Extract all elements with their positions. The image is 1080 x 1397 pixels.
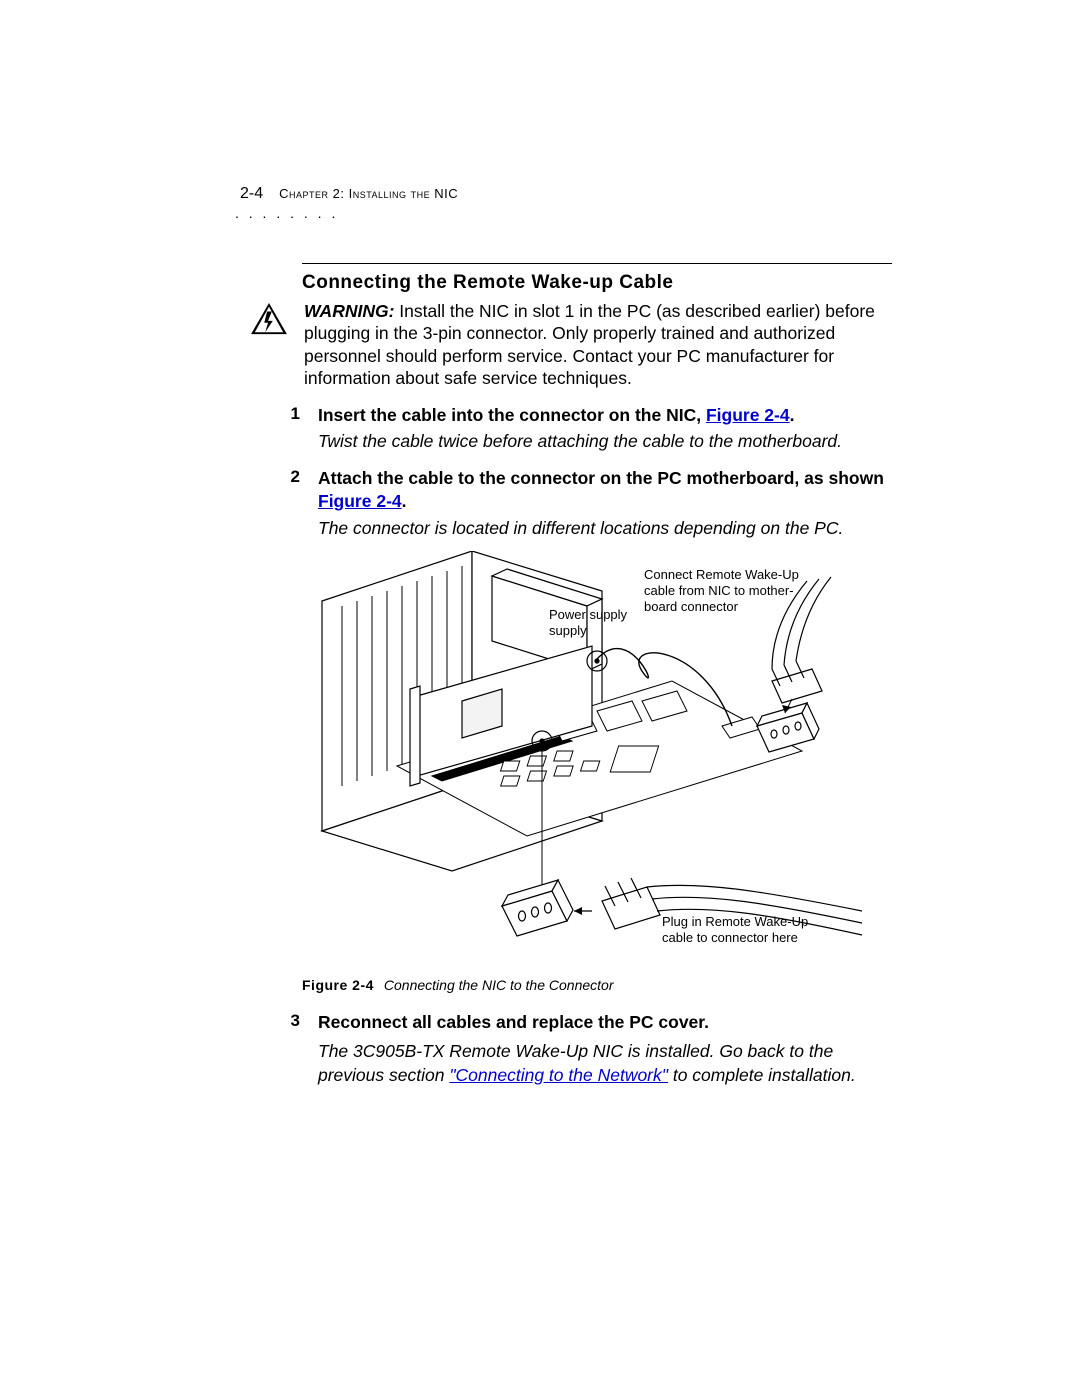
decorative-dots: . . . . . . . . [235, 205, 890, 221]
step-number: 3 [280, 1011, 300, 1034]
step-2: 2 Attach the cable to the connector on t… [280, 467, 890, 539]
svg-text:cable from NIC to mother-: cable from NIC to mother- [644, 583, 794, 598]
final-text-after: to complete installation. [668, 1065, 856, 1085]
page-number: 2-4 [240, 185, 263, 203]
chapter-title: Chapter 2: Installing the NIC [279, 186, 458, 201]
step-body: Insert the cable into the connector on t… [318, 404, 890, 454]
label-power-supply: Power supply [549, 607, 628, 622]
step-note: The connector is located in different lo… [318, 517, 890, 540]
label-plug-rwu: Plug in Remote Wake-Up [662, 914, 808, 929]
svg-text:supply: supply [549, 623, 587, 638]
figure-wrap: Power supply supply Connect Remote Wake-… [302, 551, 892, 993]
page-content: 2-4 Chapter 2: Installing the NIC . . . … [240, 185, 890, 1087]
running-header: 2-4 Chapter 2: Installing the NIC [240, 185, 890, 203]
figure-link[interactable]: Figure 2-4 [318, 491, 402, 511]
final-note: The 3C905B-TX Remote Wake-Up NIC is inst… [318, 1040, 890, 1087]
step-note: Twist the cable twice before attaching t… [318, 430, 890, 453]
figure-caption-text: Connecting the NIC to the Connector [384, 977, 614, 993]
svg-text:cable to connector here: cable to connector here [662, 930, 798, 945]
step-number: 2 [280, 467, 300, 539]
figure-label: Figure 2-4 [302, 977, 374, 993]
warning-block: WARNING: Install the NIC in slot 1 in th… [250, 300, 890, 390]
figure-diagram: Power supply supply Connect Remote Wake-… [302, 551, 892, 971]
step-text: Reconnect all cables and replace the PC … [318, 1012, 709, 1032]
step-text-suffix: . [402, 491, 407, 511]
svg-text:board connector: board connector [644, 599, 739, 614]
step-instruction: Reconnect all cables and replace the PC … [318, 1011, 890, 1034]
section-heading: Connecting the Remote Wake-up Cable [302, 272, 890, 294]
network-link[interactable]: "Connecting to the Network" [449, 1065, 668, 1085]
step-1: 1 Insert the cable into the connector on… [280, 404, 890, 454]
figure-caption: Figure 2-4 Connecting the NIC to the Con… [302, 977, 892, 993]
warning-label: WARNING: [304, 301, 394, 321]
step-instruction: Insert the cable into the connector on t… [318, 404, 890, 427]
step-text: Attach the cable to the connector on the… [318, 468, 884, 488]
step-text-suffix: . [790, 405, 795, 425]
step-body: Attach the cable to the connector on the… [318, 467, 890, 539]
figure-link[interactable]: Figure 2-4 [706, 405, 790, 425]
step-text: Insert the cable into the connector on t… [318, 405, 706, 425]
warning-text: WARNING: Install the NIC in slot 1 in th… [304, 300, 890, 390]
step-instruction: Attach the cable to the connector on the… [318, 467, 890, 513]
step-number: 1 [280, 404, 300, 454]
step-body: Reconnect all cables and replace the PC … [318, 1011, 890, 1034]
section-rule [302, 263, 892, 264]
step-3: 3 Reconnect all cables and replace the P… [280, 1011, 890, 1034]
label-connect-rwu: Connect Remote Wake-Up [644, 567, 799, 582]
warning-icon [250, 302, 288, 336]
